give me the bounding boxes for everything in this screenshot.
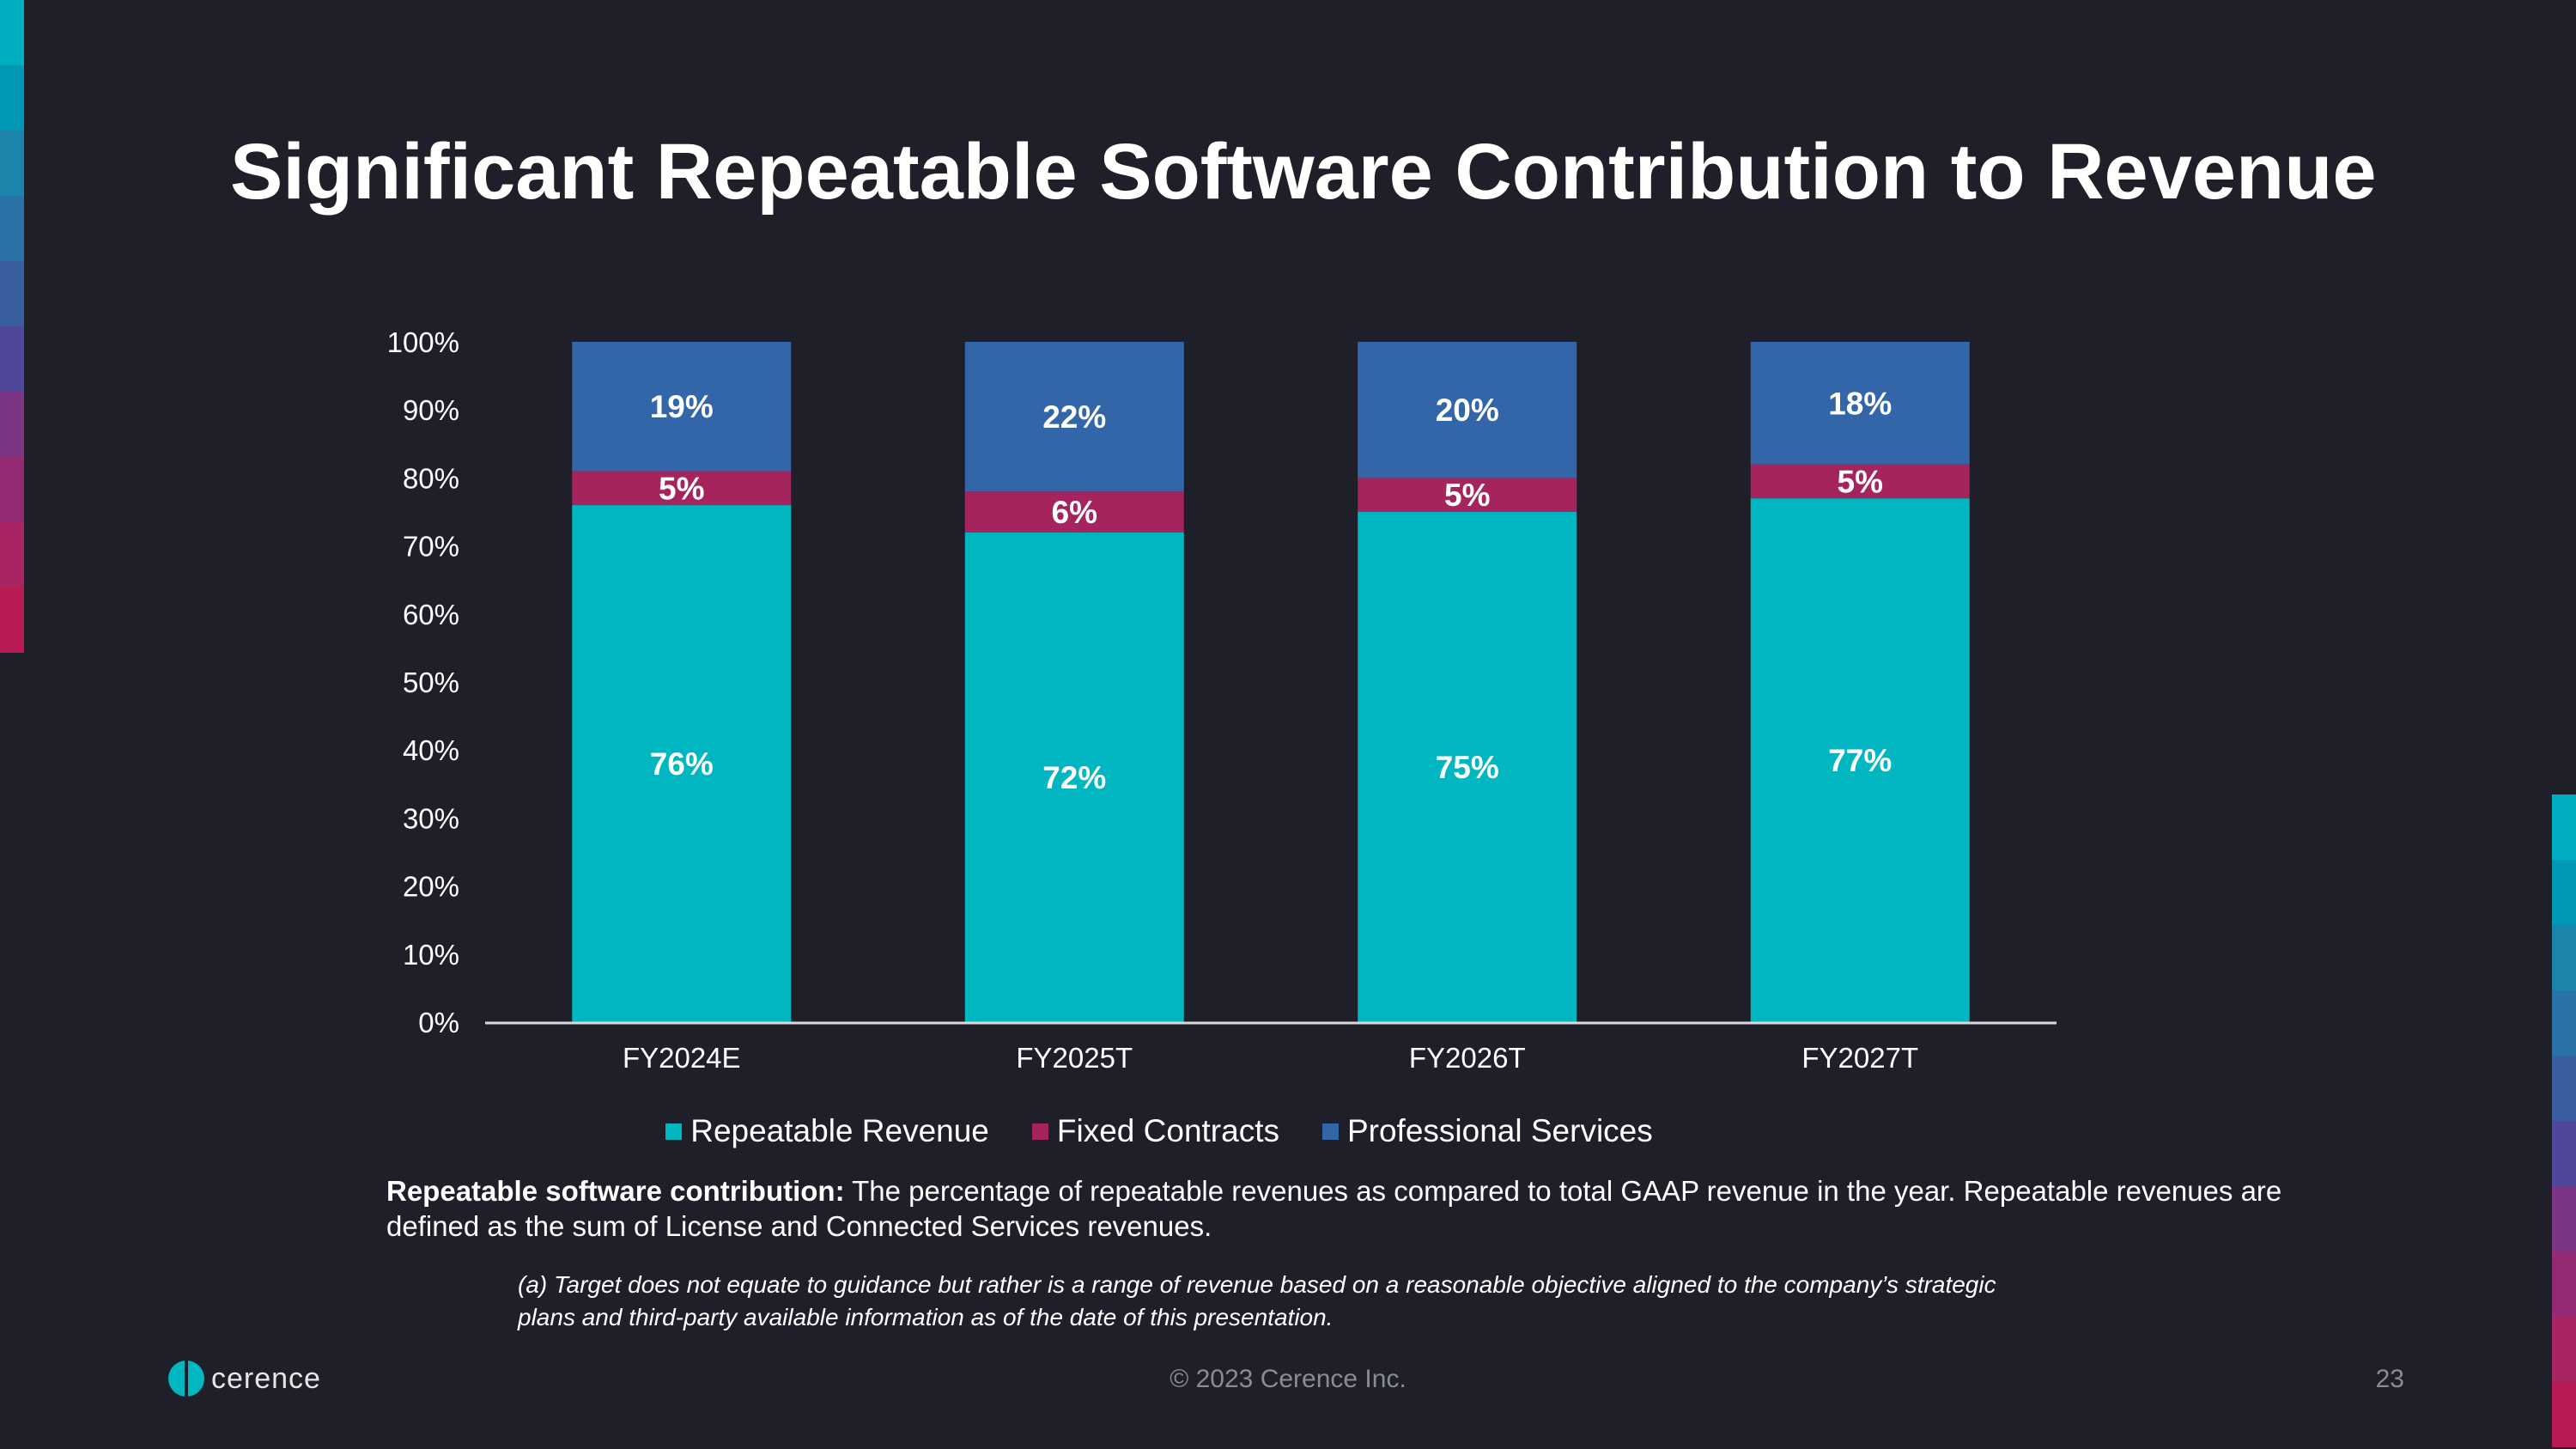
data-label: 75% <box>1436 750 1499 785</box>
y-tick-label: 40% <box>403 734 459 766</box>
accent-strip-segment <box>0 457 24 522</box>
data-label: 22% <box>1042 399 1106 435</box>
y-tick-label: 90% <box>403 394 459 426</box>
accent-strip-segment <box>2552 1382 2576 1447</box>
bar-segment <box>1750 342 1970 465</box>
legend-label-fixed: Fixed Contracts <box>1056 1113 1279 1148</box>
accent-strip-segment <box>0 392 24 457</box>
bar-segment <box>1358 512 1577 1022</box>
footnote: (a) Target does not equate to guidance b… <box>518 1271 1996 1330</box>
data-label: 18% <box>1828 386 1892 421</box>
accent-strip-segment <box>2552 1121 2576 1186</box>
accent-strip-segment <box>0 0 24 65</box>
data-label: 72% <box>1042 760 1106 795</box>
accent-strip-segment <box>2552 860 2576 925</box>
definition-term: Repeatable software contribution: <box>386 1175 845 1207</box>
chart-legend: Repeatable Revenue Fixed Contracts Profe… <box>0 1113 2447 1149</box>
legend-swatch-professional <box>1321 1123 1339 1140</box>
accent-strip-segment <box>0 588 24 653</box>
bar-segment <box>572 342 792 472</box>
y-tick-label: 60% <box>403 599 459 630</box>
accent-strip-segment <box>2552 795 2576 860</box>
x-tick-label: FY2027T <box>1801 1042 1918 1074</box>
cerence-logo: cerence <box>168 1361 321 1397</box>
accent-strip-segment <box>0 131 24 196</box>
accent-strip-segment <box>2552 925 2576 990</box>
bar-segment <box>964 532 1184 1022</box>
legend-swatch-fixed <box>1031 1123 1048 1140</box>
data-label: 20% <box>1436 393 1499 428</box>
y-tick-label: 30% <box>403 802 459 834</box>
bar-segment <box>572 505 792 1022</box>
legend-item-professional: Professional Services <box>1321 1113 1653 1149</box>
y-tick-label: 0% <box>418 1007 459 1038</box>
cerence-logo-text: cerence <box>211 1361 321 1395</box>
definition-text: Repeatable software contribution: The pe… <box>386 1173 2361 1244</box>
data-label: 5% <box>1444 478 1490 513</box>
data-label: 76% <box>650 746 714 782</box>
y-tick-label: 70% <box>403 531 459 563</box>
data-label: 6% <box>1052 495 1097 530</box>
definition-body: The percentage of repeatable revenues as… <box>386 1175 2282 1242</box>
x-tick-label: FY2025T <box>1016 1042 1133 1074</box>
bar-segment <box>1358 478 1577 512</box>
bar-segment <box>1750 464 1970 499</box>
x-tick-label: FY2026T <box>1409 1042 1526 1074</box>
bar-segment <box>572 471 792 506</box>
y-tick-label: 50% <box>403 667 459 698</box>
copyright: © 2023 Cerence Inc. <box>1170 1365 1406 1393</box>
legend-label-professional: Professional Services <box>1346 1113 1653 1148</box>
y-tick-label: 80% <box>403 462 459 494</box>
slide-title: Significant Repeatable Software Contribu… <box>230 128 2377 216</box>
accent-strip-segment <box>2552 1251 2576 1317</box>
accent-strip-segment <box>2552 1317 2576 1382</box>
accent-strip-segment <box>0 522 24 588</box>
bar-segment <box>1750 498 1970 1022</box>
legend-label-repeatable: Repeatable Revenue <box>690 1113 989 1148</box>
x-tick-label: FY2024E <box>623 1042 741 1074</box>
data-label: 19% <box>650 389 714 424</box>
bar-segment <box>964 491 1184 533</box>
accent-strip-segment <box>2552 1186 2576 1251</box>
accent-strip-segment <box>0 261 24 326</box>
y-tick-label: 20% <box>403 871 459 903</box>
bar-segment <box>964 342 1184 492</box>
legend-item-repeatable: Repeatable Revenue <box>665 1113 989 1149</box>
accent-strip-segment <box>0 65 24 131</box>
legend-item-fixed: Fixed Contracts <box>1031 1113 1279 1149</box>
bar-segment <box>1358 342 1577 478</box>
right-accent-strip <box>2552 795 2576 1447</box>
accent-strip-segment <box>0 326 24 392</box>
left-accent-strip <box>0 0 24 653</box>
page-number: 23 <box>2375 1365 2404 1393</box>
legend-swatch-repeatable <box>665 1123 683 1140</box>
accent-strip-segment <box>0 196 24 261</box>
y-tick-label: 10% <box>403 939 459 971</box>
data-label: 5% <box>1838 464 1883 499</box>
y-tick-label: 100% <box>387 326 459 358</box>
data-label: 5% <box>659 471 704 506</box>
data-label: 77% <box>1828 743 1892 778</box>
cerence-logo-icon <box>168 1361 204 1397</box>
accent-strip-segment <box>2552 990 2576 1056</box>
accent-strip-segment <box>2552 1056 2576 1121</box>
